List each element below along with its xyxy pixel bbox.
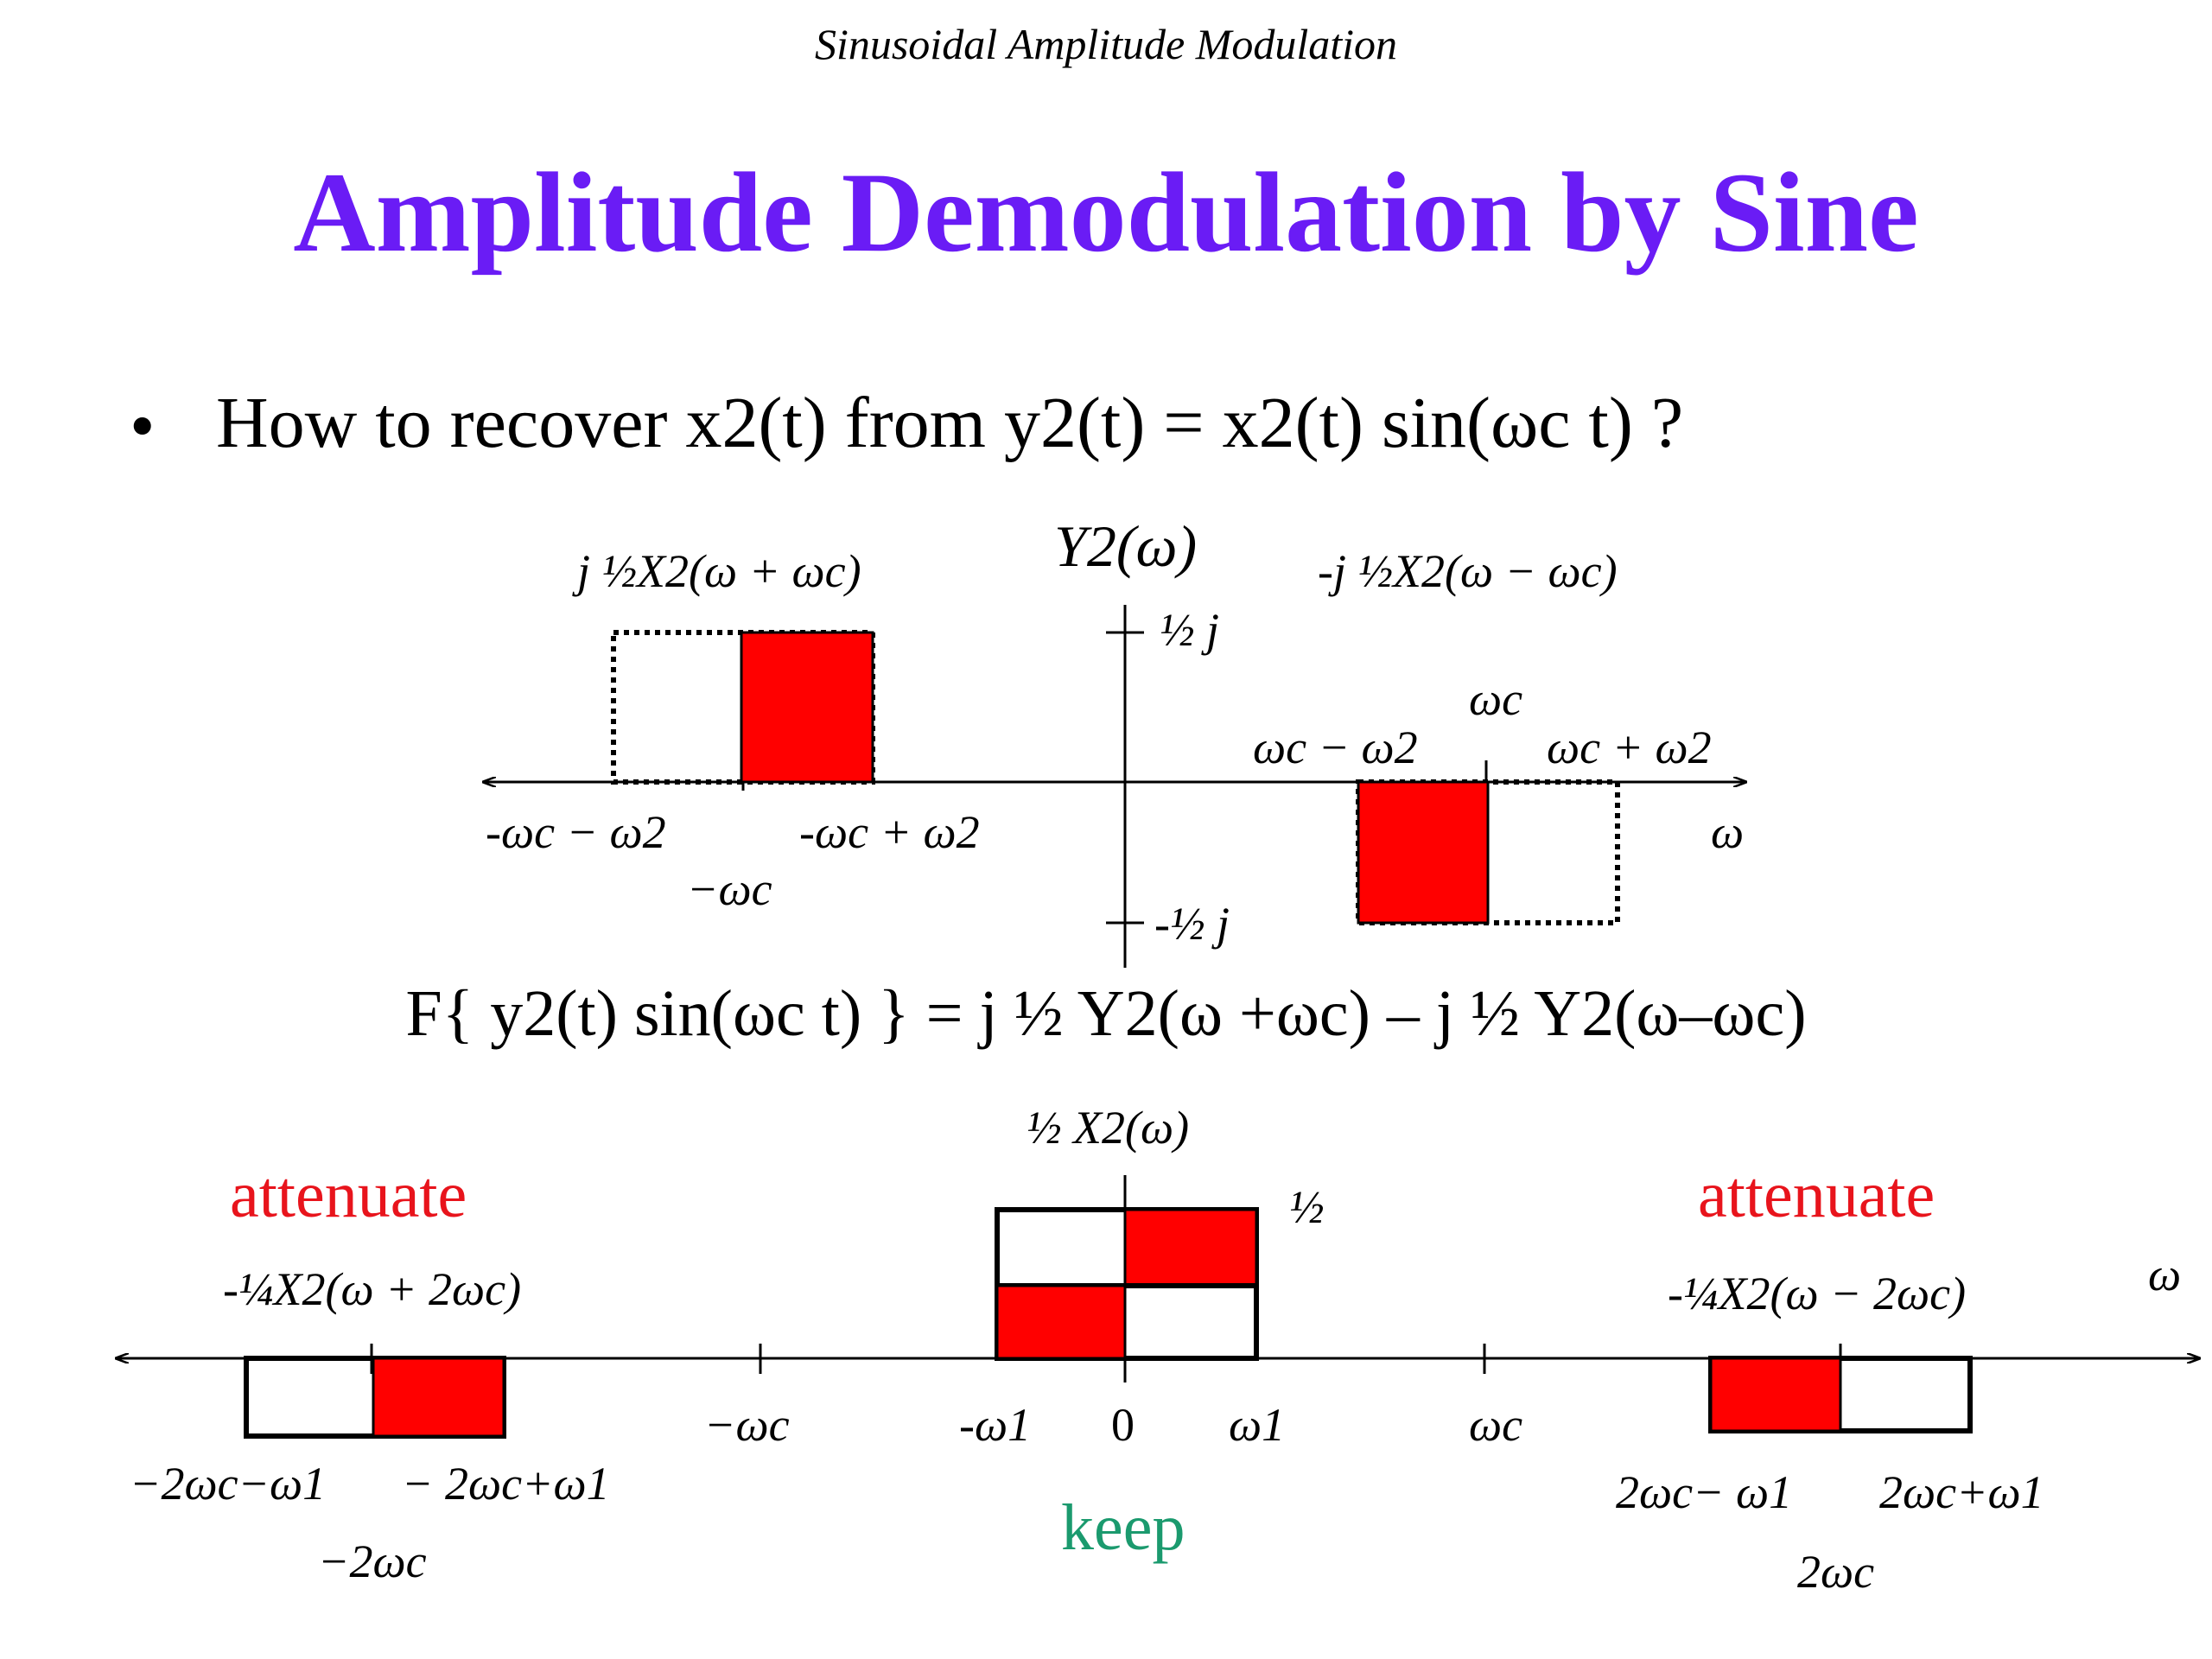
top-left-red-block xyxy=(740,631,874,784)
bottom-half-label: ½ xyxy=(1289,1181,1325,1233)
bottom-tick-neg-2wc-plus-w1-label: − 2ωc+ω1 xyxy=(402,1458,610,1510)
keep-label: keep xyxy=(1061,1491,1185,1564)
bottom-tick-neg-2wc-minus-w1-label: −2ωc−ω1 xyxy=(130,1458,327,1510)
bottom-plot xyxy=(117,1175,2199,1439)
bottom-tick-wc-label: ωc xyxy=(1469,1399,1523,1451)
bottom-tick-neg-wc-label: −ωc xyxy=(704,1399,790,1451)
top-plot xyxy=(484,605,1745,968)
top-tick-wc-label: ωc xyxy=(1469,673,1523,725)
bottom-left-label: -¼X2(ω + 2ωc) xyxy=(223,1263,522,1315)
bottom-center-label: ½ X2(ω) xyxy=(1027,1102,1190,1154)
top-tick-neg-wc-plus-w2-label: -ωc + ω2 xyxy=(799,806,980,858)
top-tick-neg-label: -½ j xyxy=(1154,898,1230,950)
bottom-tick-w1-label: ω1 xyxy=(1229,1399,1286,1451)
bottom-tick-2wc-minus-w1-label: 2ωc− ω1 xyxy=(1616,1466,1793,1518)
bottom-center-upper-red-block xyxy=(1123,1208,1258,1287)
slide-title: Amplitude Demodulation by Sine xyxy=(293,149,1919,276)
top-tick-wc-plus-w2-label: ωc + ω2 xyxy=(1547,721,1712,773)
attenuate-right-label: attenuate xyxy=(1698,1159,1936,1231)
bottom-tick-neg-w1-label: -ω1 xyxy=(959,1399,1032,1451)
fourier-equation: F{ y2(t) sin(ωc t) } = j ½ Y2(ω +ωc) – j… xyxy=(405,977,1807,1050)
bullet-symbol: • xyxy=(130,386,156,467)
top-tick-wc-minus-w2-label: ωc − ω2 xyxy=(1253,721,1418,773)
bottom-left-red-block xyxy=(372,1357,505,1438)
bottom-xlabel: ω xyxy=(2148,1249,2182,1300)
top-left-label: j ½X2(ω + ωc) xyxy=(577,545,861,597)
top-ylabel: Y2(ω) xyxy=(1054,513,1198,579)
bottom-tick-zero-label: 0 xyxy=(1111,1399,1135,1451)
bottom-tick-2wc-plus-w1-label: 2ωc+ω1 xyxy=(1879,1466,2044,1518)
top-tick-neg-wc-label: −ωc xyxy=(687,863,772,915)
top-tick-neg-wc-minus-w2-label: -ωc − ω2 xyxy=(486,806,666,858)
bottom-tick-2wc-label: 2ωc xyxy=(1797,1546,1875,1598)
slide-header: Sinusoidal Amplitude Modulation xyxy=(814,20,1398,68)
bottom-center-lower-red-block xyxy=(995,1284,1127,1360)
top-right-label: -j ½X2(ω − ωc) xyxy=(1318,545,1618,597)
bottom-right-label: -¼X2(ω − 2ωc) xyxy=(1668,1268,1967,1319)
top-xlabel: ω xyxy=(1711,806,1745,858)
bottom-right-red-block xyxy=(1709,1357,1842,1433)
attenuate-left-label: attenuate xyxy=(230,1159,467,1231)
top-tick-pos-label: ½ j xyxy=(1160,604,1220,656)
bullet-text: How to recover x2(t) from y2(t) = x2(t) … xyxy=(216,383,1684,463)
bottom-tick-neg-2wc-label: −2ωc xyxy=(318,1535,427,1587)
top-right-red-block xyxy=(1357,780,1490,925)
